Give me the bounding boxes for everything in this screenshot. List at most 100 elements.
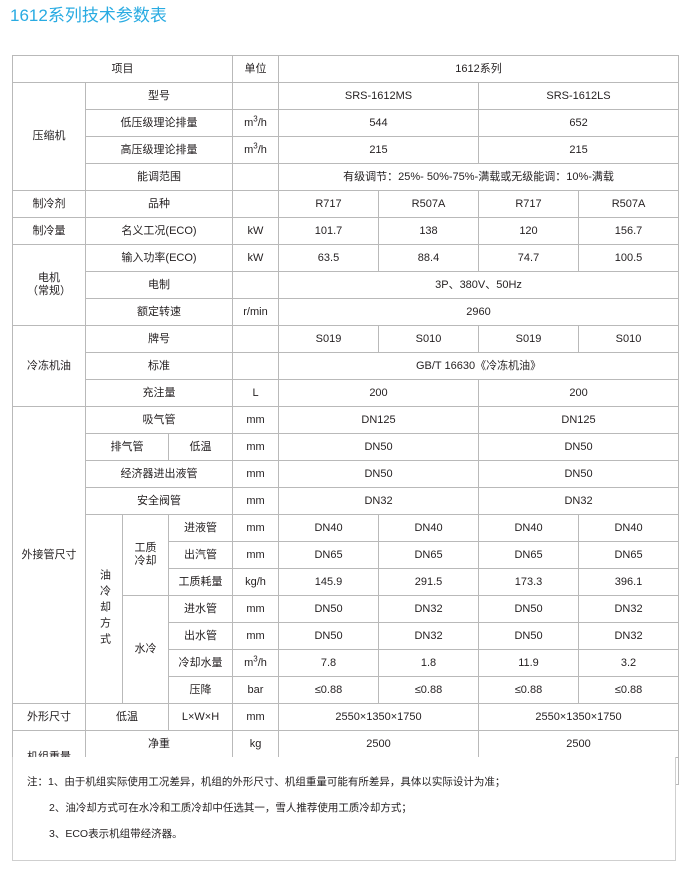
row-label-economizer-pipe: 经济器进出液管 — [85, 460, 233, 488]
table-row-rated-speed: 额定转速 r/min 2960 — [13, 298, 680, 326]
row-unit-discharge-pipe: mm — [232, 433, 279, 461]
group-motor-line1: 电机 — [38, 272, 60, 284]
row-unit-rated-speed: r/min — [232, 298, 279, 326]
cell-water-inlet-1: DN50 — [278, 595, 379, 623]
cell-water-outlet-1: DN50 — [278, 622, 379, 650]
row-unit-cooling-water: m3/h — [232, 649, 279, 677]
cell-oil-brand-1: S019 — [278, 325, 379, 353]
cell-vapor-outlet-4: DN65 — [577, 541, 680, 569]
table-row-suction-pipe: 外接管尺寸 吸气管 mm DN125 DN125 — [12, 406, 680, 704]
note-line-1: 注：1、由于机组实际使用工况差异，机组的外形尺寸、机组重量可能有所差异，具体以实… — [27, 776, 506, 788]
cell-lp-ls: 652 — [477, 109, 680, 137]
cell-liquid-inlet-2: DN40 — [378, 514, 479, 542]
cell-nominal-4: 156.7 — [577, 217, 680, 245]
row-unit-liquid-inlet: mm — [232, 514, 279, 542]
cell-input-power-3: 74.7 — [478, 244, 579, 272]
row-label-water-inlet: 进水管 — [168, 595, 233, 623]
table-row-water-inlet: 水冷 进水管 mm DN50 DN32 DN50 DN32 — [13, 595, 680, 704]
cell-pressure-drop-3: ≤0.88 — [478, 676, 579, 704]
cell-economizer-ms: DN50 — [278, 460, 479, 488]
cell-medium-consumption-1: 145.9 — [278, 568, 379, 596]
cell-water-outlet-2: DN32 — [378, 622, 479, 650]
cell-cooling-water-2: 1.8 — [378, 649, 479, 677]
row-label-liquid-inlet: 进液管 — [168, 514, 233, 542]
cell-water-inlet-3: DN50 — [478, 595, 579, 623]
cell-vapor-outlet-2: DN65 — [378, 541, 479, 569]
cell-refrigerant-1: R717 — [278, 190, 379, 218]
row-label-cooling-water: 冷却水量 — [168, 649, 233, 677]
row-label-nominal-eco: 名义工况(ECO) — [85, 217, 233, 245]
row-label-lp-displacement: 低压级理论排量 — [85, 109, 233, 137]
row-label-discharge-pipe: 排气管 — [85, 433, 169, 461]
table-row-oil-brand: 冷冻机油 牌号 S019 S010 S019 S010 — [12, 325, 680, 407]
cell-vapor-outlet-1: DN65 — [278, 541, 379, 569]
row-unit-outer-dimension: mm — [232, 703, 279, 731]
cell-outer-dimension-ms: 2550×1350×1750 — [278, 703, 479, 731]
group-medium-cooling-line1: 工质 — [134, 542, 157, 554]
cell-outer-dimension-ls: 2550×1350×1750 — [477, 703, 680, 731]
table-row-outer-dimension: 外形尺寸 低温 L×W×H mm 2550×1350×1750 2550×135… — [12, 703, 680, 731]
table-row-water-outlet: 出水管 mm DN50 DN32 DN50 DN32 — [13, 622, 680, 650]
group-oil-cooling: 油冷却方式 — [85, 514, 123, 704]
cell-input-power-1: 63.5 — [278, 244, 379, 272]
cell-nominal-3: 120 — [478, 217, 579, 245]
cell-lp-ms: 544 — [278, 109, 479, 137]
row-label-oil-standard: 标准 — [85, 352, 233, 380]
row-unit-input-power: kW — [232, 244, 279, 272]
cell-model-ms: SRS-1612MS — [278, 82, 479, 110]
table-row-medium-consumption: 工质耗量 kg/h 145.9 291.5 173.3 396.1 — [13, 568, 680, 596]
cell-oil-brand-3: S019 — [478, 325, 579, 353]
group-refrigerant: 制冷剂 — [12, 190, 86, 218]
row-label-net-weight: 净重 — [85, 730, 233, 758]
table-row-liquid-inlet: 油冷却方式 工质 冷却 进液管 mm DN40 DN40 DN40 DN40 — [13, 514, 680, 704]
cell-net-weight-ms: 2500 — [278, 730, 479, 758]
row-label-vapor-outlet: 出汽管 — [168, 541, 233, 569]
table-row-capacity-range: 能调范围 有级调节：25%- 50%-75%-满载或无级能调：10%-满载 — [13, 163, 680, 191]
row-label-oil-brand: 牌号 — [85, 325, 233, 353]
row-label-water-outlet: 出水管 — [168, 622, 233, 650]
cell-input-power-2: 88.4 — [378, 244, 479, 272]
cell-pressure-drop-1: ≤0.88 — [278, 676, 379, 704]
row-unit-economizer-pipe: mm — [232, 460, 279, 488]
cell-suction-ls: DN125 — [477, 406, 680, 434]
cell-hp-ms: 215 — [278, 136, 479, 164]
cell-liquid-inlet-1: DN40 — [278, 514, 379, 542]
row-label-capacity-range: 能调范围 — [85, 163, 233, 191]
cell-electric: 3P、380V、50Hz — [277, 271, 680, 299]
cell-nominal-1: 101.7 — [278, 217, 379, 245]
row-label-outer-dimension: 低温 — [85, 703, 169, 731]
row-label-medium-consumption: 工质耗量 — [168, 568, 233, 596]
row-label-safety-valve-pipe: 安全阀管 — [85, 487, 233, 515]
page-title: 1612系列技术参数表 — [10, 6, 167, 25]
group-motor-line2: （常规） — [27, 285, 71, 297]
table-row-net-weight: 机组重量 净重 kg 2500 2500 — [12, 730, 680, 785]
table-row-oil-charge: 充注量 L 200 200 — [13, 379, 680, 407]
cell-economizer-ls: DN50 — [477, 460, 680, 488]
row-sublabel-outer-dimension: L×W×H — [168, 703, 233, 731]
row-unit-model — [232, 82, 279, 110]
spec-table: 项目 单位 1612系列 压缩机 型号 SRS-1612MS SRS-1612L… — [12, 55, 680, 785]
cell-vapor-outlet-3: DN65 — [478, 541, 579, 569]
cell-oil-charge-ls: 200 — [477, 379, 680, 407]
table-row-economizer-pipe: 经济器进出液管 mm DN50 DN50 — [13, 460, 680, 488]
cell-net-weight-ls: 2500 — [477, 730, 680, 758]
cell-water-inlet-4: DN32 — [577, 595, 680, 623]
table-row-vapor-outlet: 出汽管 mm DN65 DN65 DN65 DN65 — [13, 541, 680, 569]
row-unit-vapor-outlet: mm — [232, 541, 279, 569]
row-unit-nominal-eco: kW — [232, 217, 279, 245]
row-label-input-power: 输入功率(ECO) — [85, 244, 233, 272]
table-row-lp-displacement: 低压级理论排量 m3/h 544 652 — [13, 109, 680, 137]
row-unit-electric — [232, 271, 279, 299]
table-row-safety-valve-pipe: 安全阀管 mm DN32 DN32 — [13, 487, 680, 515]
cell-water-outlet-3: DN50 — [478, 622, 579, 650]
cell-capacity-range: 有级调节：25%- 50%-75%-满载或无级能调：10%-满载 — [277, 163, 680, 191]
notes-block: 注：1、由于机组实际使用工况差异，机组的外形尺寸、机组重量可能有所差异，具体以实… — [12, 757, 676, 861]
header-unit: 单位 — [232, 55, 279, 83]
row-unit-water-inlet: mm — [232, 595, 279, 623]
row-unit-oil-charge: L — [232, 379, 279, 407]
cell-oil-brand-4: S010 — [577, 325, 680, 353]
cell-oil-charge-ms: 200 — [278, 379, 479, 407]
cell-safety-ls: DN32 — [477, 487, 680, 515]
table-row-oil-standard: 标准 GB/T 16630《冷冻机油》 — [13, 352, 680, 380]
cell-discharge-ls: DN50 — [477, 433, 680, 461]
